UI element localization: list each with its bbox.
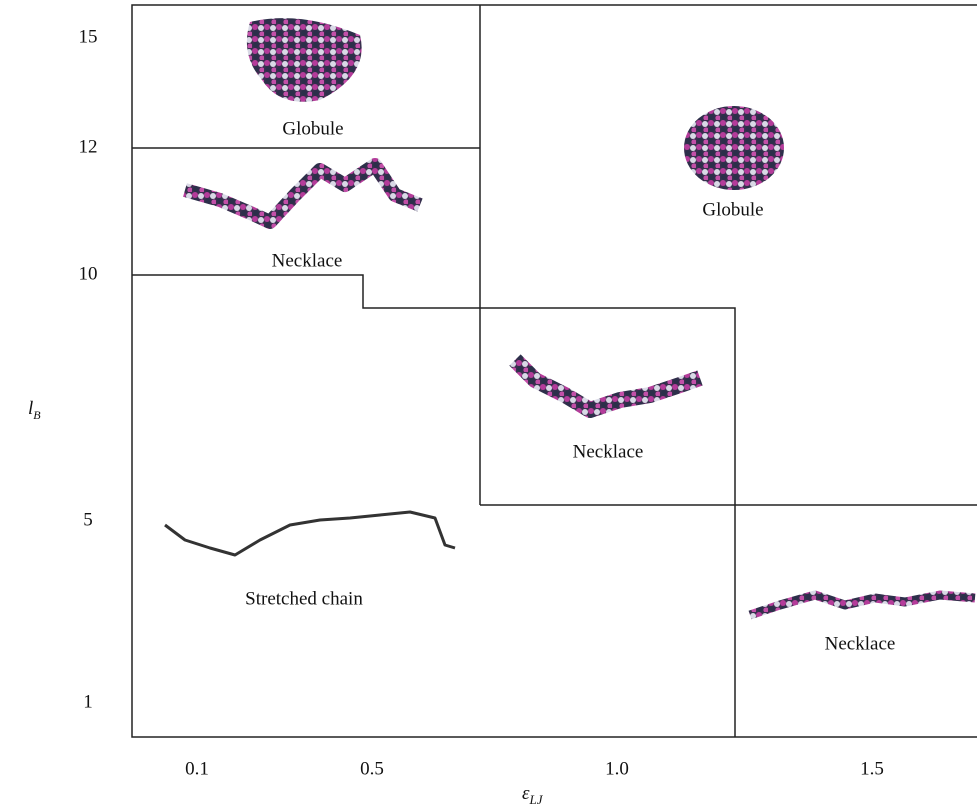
x-tick-label: 1.5 (860, 758, 884, 779)
region-labels: Globule Necklace Globule Necklace Stretc… (245, 118, 895, 654)
x-ticks: 0.1 0.5 1.0 1.5 (185, 758, 884, 779)
x-tick-label: 0.1 (185, 758, 209, 779)
globule-image (684, 106, 784, 190)
y-ticks: 15 12 10 5 1 (79, 26, 98, 712)
region-label: Globule (282, 118, 343, 139)
globule-image (246, 18, 362, 102)
boundary (132, 274, 736, 737)
region-label: Necklace (573, 441, 644, 462)
region-label: Necklace (272, 250, 343, 271)
x-axis-title: εLJ (522, 783, 544, 807)
y-tick-label: 5 (83, 509, 93, 530)
x-tick-label: 0.5 (360, 758, 384, 779)
region-boundaries (132, 5, 977, 737)
x-tick-label: 1.0 (605, 758, 629, 779)
region-label: Necklace (825, 633, 896, 654)
y-tick-label: 10 (79, 263, 98, 284)
necklace-image (183, 158, 423, 229)
y-axis-title: lB (28, 398, 41, 421)
stretched-chain-image (164, 510, 456, 557)
x-axis-subscript: LJ (529, 792, 544, 807)
region-label: Globule (702, 199, 763, 220)
y-axis-subscript: B (33, 408, 41, 422)
necklace-image (509, 354, 703, 418)
polymer-illustrations (164, 18, 976, 620)
necklace-image (748, 590, 976, 620)
region-label: Stretched chain (245, 588, 363, 609)
y-tick-label: 1 (83, 691, 93, 712)
x-axis-symbol: ε (522, 783, 530, 804)
y-tick-label: 15 (79, 26, 98, 47)
y-axis-symbol: l (28, 398, 33, 419)
y-tick-label: 12 (79, 136, 98, 157)
plot-frame (131, 4, 977, 738)
